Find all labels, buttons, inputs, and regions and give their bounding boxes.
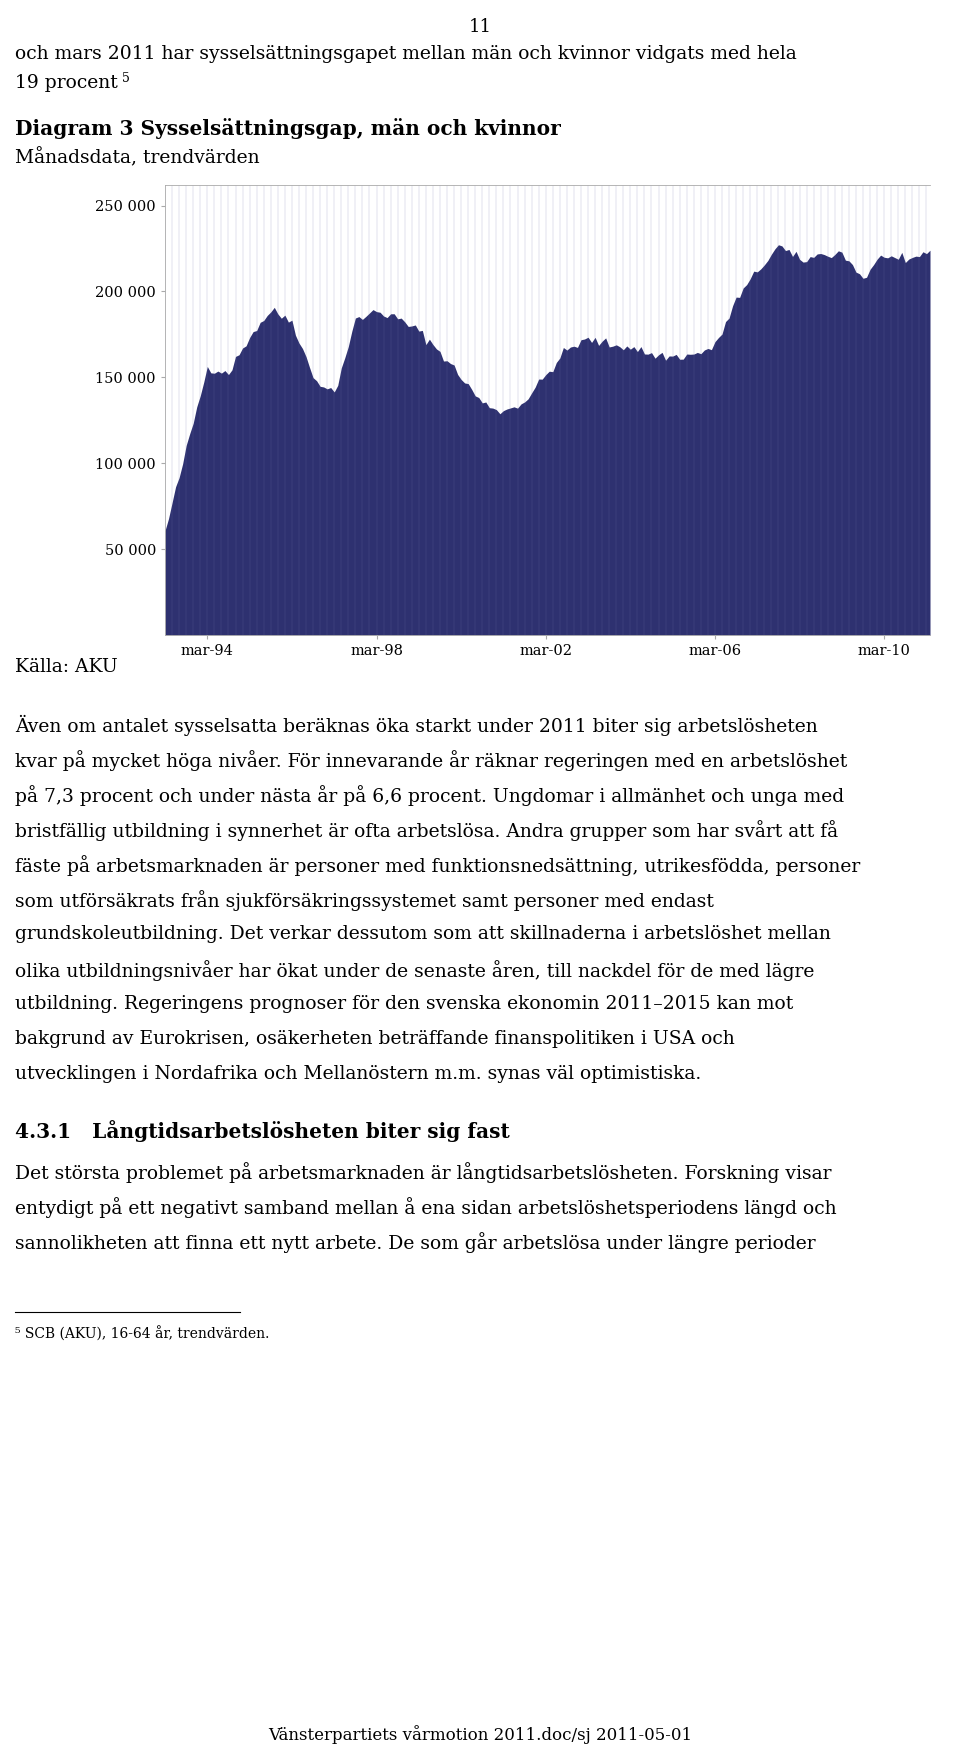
Text: 5: 5: [122, 72, 130, 84]
Text: Diagram 3 Sysselsättningsgap, män och kvinnor: Diagram 3 Sysselsättningsgap, män och kv…: [15, 117, 561, 138]
Text: grundskoleutbildning. Det verkar dessutom som att skillnaderna i arbetslöshet me: grundskoleutbildning. Det verkar dessuto…: [15, 926, 830, 943]
Text: Källa: AKU: Källa: AKU: [15, 657, 118, 677]
Text: olika utbildningsnivåer har ökat under de senaste åren, till nackdel för de med : olika utbildningsnivåer har ökat under d…: [15, 961, 814, 982]
Text: och mars 2011 har sysselsättningsgapet mellan män och kvinnor vidgats med hela: och mars 2011 har sysselsättningsgapet m…: [15, 46, 797, 63]
Text: bristfällig utbildning i synnerhet är ofta arbetslösa. Andra grupper som har svå: bristfällig utbildning i synnerhet är of…: [15, 820, 838, 841]
Text: Även om antalet sysselsatta beräknas öka starkt under 2011 biter sig arbetslöshe: Även om antalet sysselsatta beräknas öka…: [15, 715, 818, 736]
Text: utvecklingen i Nordafrika och Mellanöstern m.m. synas väl optimistiska.: utvecklingen i Nordafrika och Mellanöste…: [15, 1066, 701, 1083]
Text: 11: 11: [468, 18, 492, 37]
Text: på 7,3 procent och under nästa år på 6,6 procent. Ungdomar i allmänhet och unga : på 7,3 procent och under nästa år på 6,6…: [15, 785, 844, 806]
Text: fäste på arbetsmarknaden är personer med funktionsnedsättning, utrikesfödda, per: fäste på arbetsmarknaden är personer med…: [15, 855, 860, 876]
Text: entydigt på ett negativt samband mellan å ena sidan arbetslöshetsperiodens längd: entydigt på ett negativt samband mellan …: [15, 1197, 836, 1218]
Text: utbildning. Regeringens prognoser för den svenska ekonomin 2011–2015 kan mot: utbildning. Regeringens prognoser för de…: [15, 996, 793, 1013]
Text: Vänsterpartiets vårmotion 2011.doc/sj 2011-05-01: Vänsterpartiets vårmotion 2011.doc/sj 20…: [268, 1725, 692, 1744]
Text: ⁵ SCB (AKU), 16-64 år, trendvärden.: ⁵ SCB (AKU), 16-64 år, trendvärden.: [15, 1325, 270, 1341]
Text: som utförsäkrats från sjukförsäkringssystemet samt personer med endast: som utförsäkrats från sjukförsäkringssys…: [15, 891, 714, 912]
Text: sannolikheten att finna ett nytt arbete. De som går arbetslösa under längre peri: sannolikheten att finna ett nytt arbete.…: [15, 1232, 816, 1253]
Text: bakgrund av Eurokrisen, osäkerheten beträffande finanspolitiken i USA och: bakgrund av Eurokrisen, osäkerheten betr…: [15, 1031, 734, 1048]
Text: Månadsdata, trendvärden: Månadsdata, trendvärden: [15, 147, 259, 168]
Text: Det största problemet på arbetsmarknaden är långtidsarbetslösheten. Forskning vi: Det största problemet på arbetsmarknaden…: [15, 1162, 831, 1183]
Text: 4.3.1   Långtidsarbetslösheten biter sig fast: 4.3.1 Långtidsarbetslösheten biter sig f…: [15, 1120, 510, 1141]
Text: kvar på mycket höga nivåer. För innevarande år räknar regeringen med en arbetslö: kvar på mycket höga nivåer. För innevara…: [15, 750, 848, 771]
Text: 19 procent: 19 procent: [15, 74, 118, 91]
